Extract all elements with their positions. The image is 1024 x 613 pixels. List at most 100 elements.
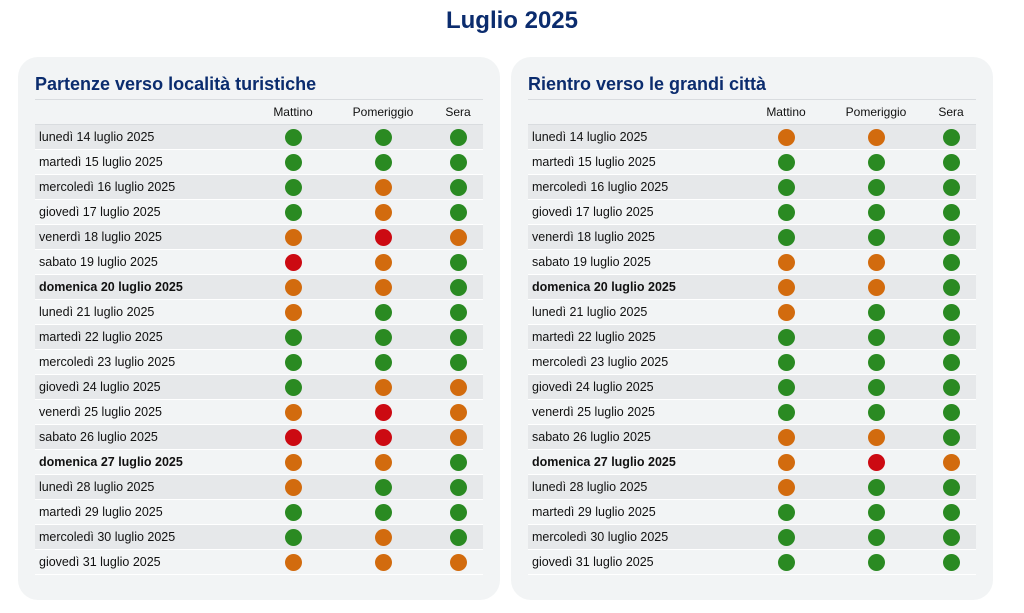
traffic-dot-orange <box>777 453 795 471</box>
traffic-dot-orange <box>449 428 467 446</box>
departures-panel: Partenze verso località turistiche Matti… <box>18 57 500 600</box>
traffic-dot-green <box>942 378 960 396</box>
traffic-dot-green <box>942 203 960 221</box>
traffic-dot-green <box>777 503 795 521</box>
table-row: lunedì 21 luglio 2025 <box>35 299 483 325</box>
row-date: martedì 15 luglio 2025 <box>528 149 746 175</box>
traffic-cell-evening <box>433 399 483 425</box>
row-date: martedì 22 luglio 2025 <box>528 324 746 350</box>
traffic-cell-afternoon <box>826 374 926 400</box>
table-row: giovedì 24 luglio 2025 <box>528 374 976 400</box>
traffic-cell-morning <box>253 224 333 250</box>
traffic-dot-orange <box>374 203 392 221</box>
traffic-cell-evening <box>926 149 976 175</box>
traffic-dot-orange <box>777 253 795 271</box>
table-row: giovedì 17 luglio 2025 <box>35 199 483 225</box>
traffic-dot-green <box>867 228 885 246</box>
row-date: domenica 27 luglio 2025 <box>35 449 253 475</box>
table-row: sabato 19 luglio 2025 <box>35 249 483 275</box>
traffic-dot-orange <box>449 553 467 571</box>
row-date: mercoledì 16 luglio 2025 <box>528 174 746 200</box>
traffic-cell-evening <box>926 499 976 525</box>
traffic-cell-afternoon <box>826 149 926 175</box>
traffic-dot-red <box>374 228 392 246</box>
row-date: mercoledì 23 luglio 2025 <box>35 349 253 375</box>
traffic-cell-morning <box>746 549 826 575</box>
traffic-cell-evening <box>433 374 483 400</box>
row-date: giovedì 17 luglio 2025 <box>35 199 253 225</box>
row-date: mercoledì 16 luglio 2025 <box>35 174 253 200</box>
traffic-dot-green <box>449 203 467 221</box>
table-row: domenica 20 luglio 2025 <box>528 274 976 300</box>
row-date: sabato 26 luglio 2025 <box>35 424 253 450</box>
traffic-cell-afternoon <box>333 224 433 250</box>
traffic-dot-orange <box>777 478 795 496</box>
traffic-cell-evening <box>433 549 483 575</box>
traffic-cell-morning <box>746 224 826 250</box>
traffic-dot-green <box>449 503 467 521</box>
traffic-dot-orange <box>777 128 795 146</box>
traffic-dot-red <box>284 428 302 446</box>
traffic-cell-evening <box>926 524 976 550</box>
row-date: sabato 19 luglio 2025 <box>528 249 746 275</box>
traffic-cell-evening <box>433 349 483 375</box>
table-row: domenica 27 luglio 2025 <box>35 449 483 475</box>
table-row: venerdì 18 luglio 2025 <box>35 224 483 250</box>
traffic-dot-green <box>449 478 467 496</box>
traffic-cell-morning <box>746 274 826 300</box>
column-header-evening: Sera <box>433 99 483 125</box>
traffic-dot-green <box>284 503 302 521</box>
traffic-dot-green <box>284 178 302 196</box>
traffic-cell-afternoon <box>826 549 926 575</box>
traffic-cell-morning <box>253 124 333 150</box>
traffic-cell-afternoon <box>333 474 433 500</box>
traffic-dot-orange <box>777 428 795 446</box>
traffic-cell-evening <box>433 524 483 550</box>
table-row: giovedì 24 luglio 2025 <box>35 374 483 400</box>
traffic-dot-green <box>942 228 960 246</box>
traffic-cell-evening <box>926 399 976 425</box>
traffic-dot-green <box>284 128 302 146</box>
traffic-dot-green <box>449 178 467 196</box>
traffic-dot-orange <box>449 403 467 421</box>
traffic-cell-evening <box>433 199 483 225</box>
traffic-cell-morning <box>253 549 333 575</box>
traffic-dot-green <box>777 403 795 421</box>
row-date: giovedì 31 luglio 2025 <box>528 549 746 575</box>
traffic-cell-evening <box>433 299 483 325</box>
row-date: domenica 27 luglio 2025 <box>528 449 746 475</box>
traffic-cell-afternoon <box>333 524 433 550</box>
traffic-cell-morning <box>253 349 333 375</box>
table-row: mercoledì 16 luglio 2025 <box>528 174 976 200</box>
traffic-cell-afternoon <box>333 449 433 475</box>
traffic-dot-orange <box>374 378 392 396</box>
row-date: mercoledì 30 luglio 2025 <box>35 524 253 550</box>
traffic-cell-evening <box>926 449 976 475</box>
column-header-evening: Sera <box>926 99 976 125</box>
traffic-cell-morning <box>746 424 826 450</box>
traffic-cell-evening <box>433 449 483 475</box>
row-date: lunedì 21 luglio 2025 <box>35 299 253 325</box>
traffic-dot-green <box>867 478 885 496</box>
table-row: martedì 22 luglio 2025 <box>528 324 976 350</box>
traffic-dot-green <box>942 353 960 371</box>
traffic-cell-afternoon <box>333 424 433 450</box>
row-date: venerdì 25 luglio 2025 <box>35 399 253 425</box>
row-date: mercoledì 30 luglio 2025 <box>528 524 746 550</box>
traffic-dot-green <box>942 403 960 421</box>
traffic-cell-afternoon <box>333 324 433 350</box>
traffic-cell-evening <box>433 174 483 200</box>
traffic-dot-green <box>449 253 467 271</box>
traffic-dot-green <box>867 203 885 221</box>
traffic-cell-afternoon <box>333 174 433 200</box>
traffic-dot-orange <box>374 453 392 471</box>
traffic-dot-green <box>942 553 960 571</box>
returns-table: Mattino Pomeriggio Sera lunedì 14 luglio… <box>528 99 976 575</box>
traffic-cell-morning <box>253 299 333 325</box>
row-date: martedì 15 luglio 2025 <box>35 149 253 175</box>
traffic-dot-orange <box>284 478 302 496</box>
traffic-cell-afternoon <box>826 474 926 500</box>
row-date: sabato 26 luglio 2025 <box>528 424 746 450</box>
table-row: mercoledì 23 luglio 2025 <box>35 349 483 375</box>
traffic-cell-evening <box>433 499 483 525</box>
